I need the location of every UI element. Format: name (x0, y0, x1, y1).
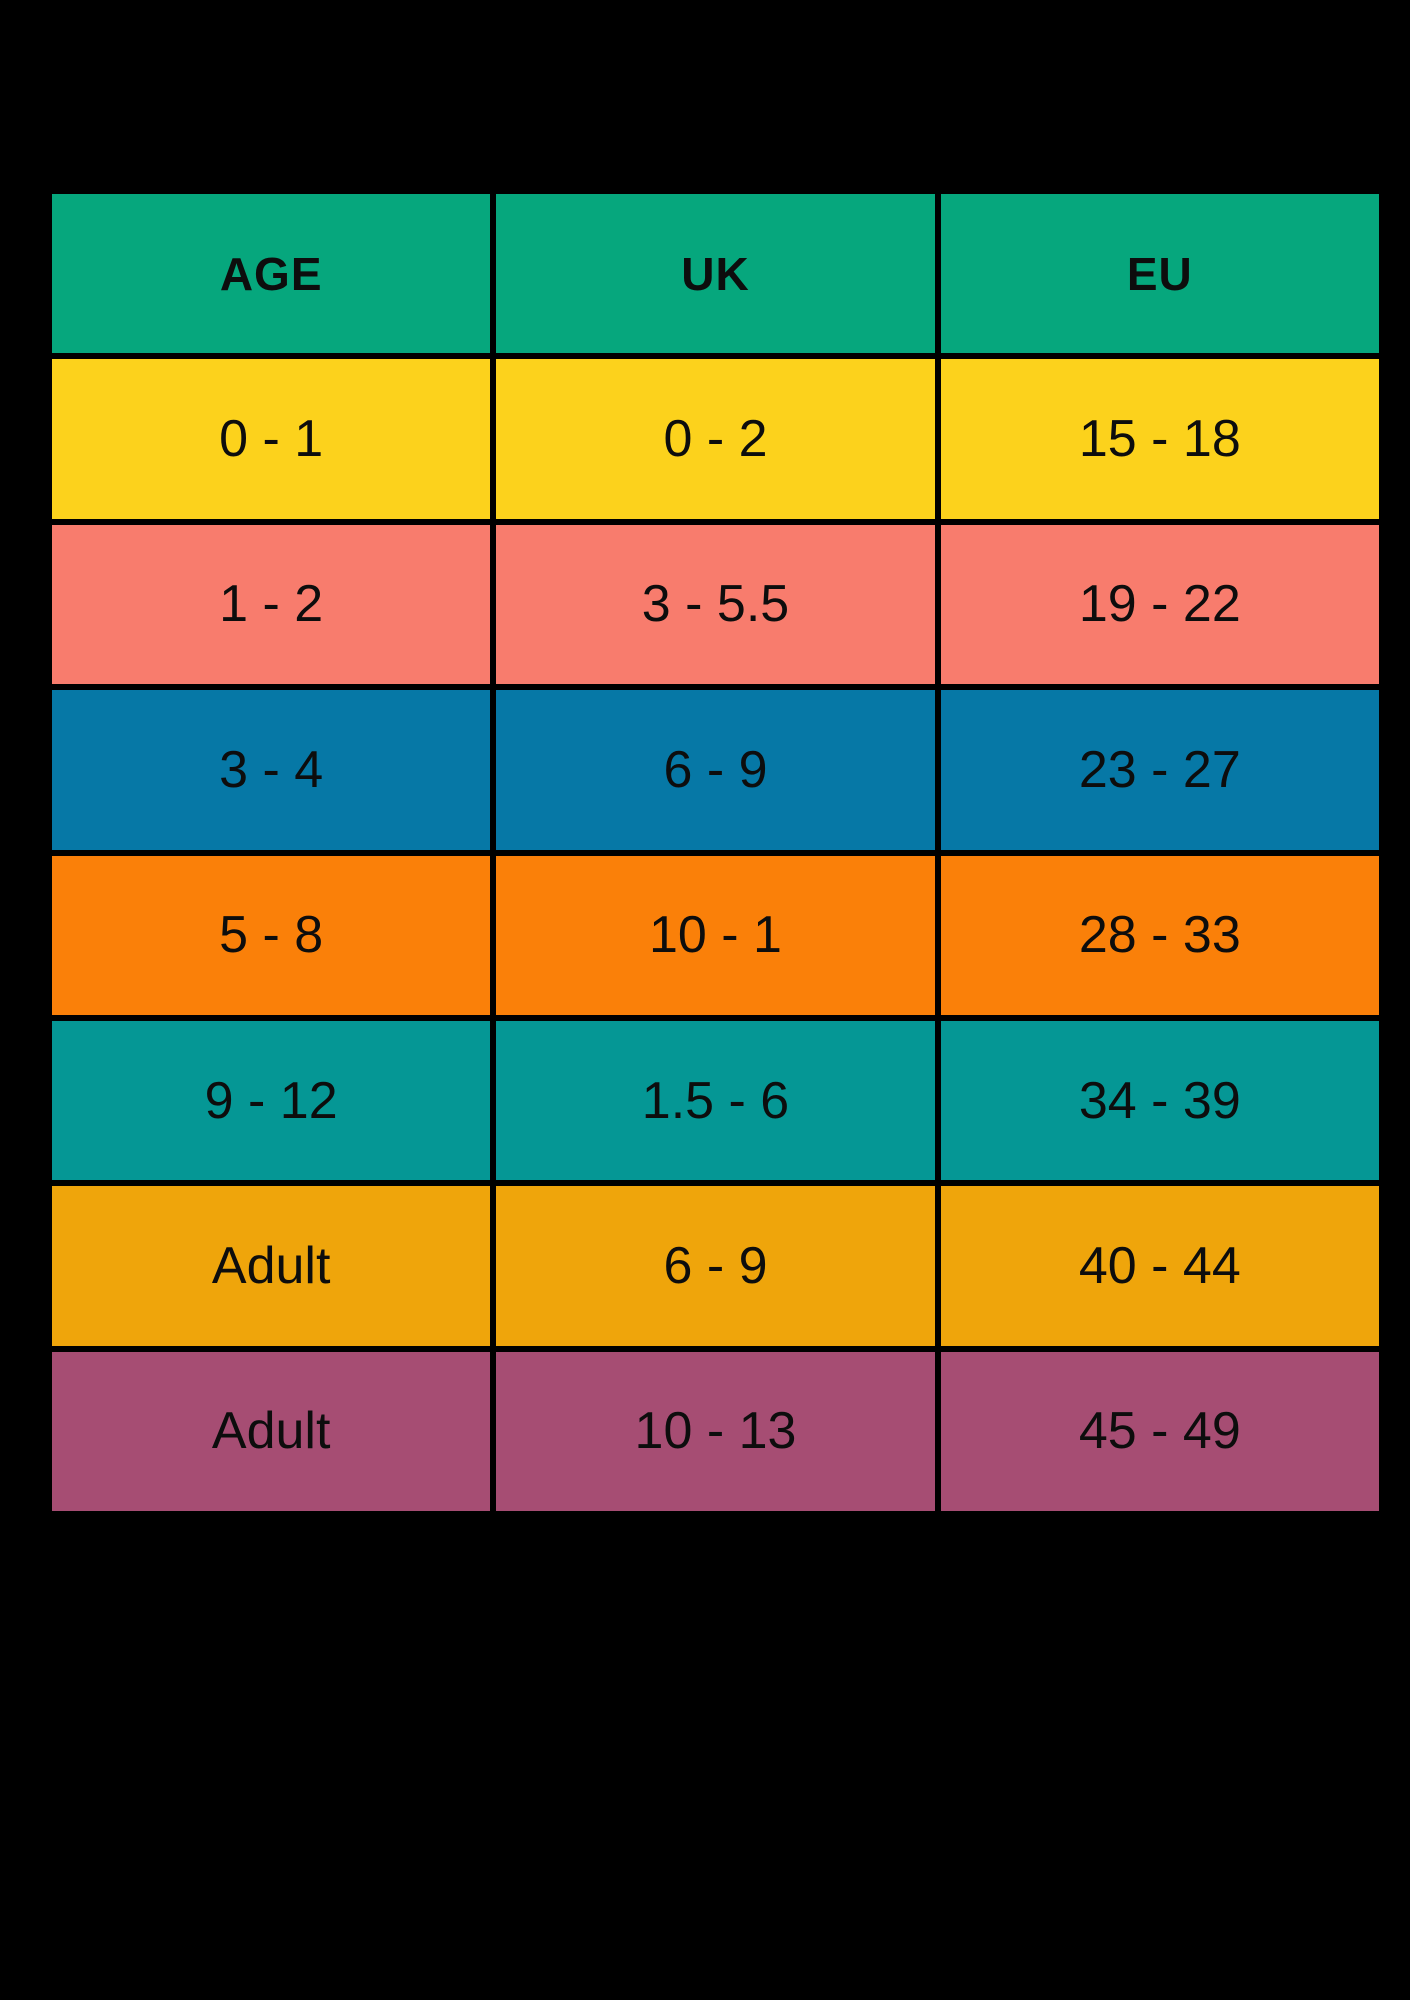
cell-eu-row4: 28 - 33 (940, 855, 1379, 1015)
cell-age-row1: 0 - 1 (52, 359, 491, 519)
cell-eu-row6: 40 - 44 (940, 1186, 1379, 1346)
header-cell-age: AGE (52, 194, 491, 354)
cell-uk-row6: 6 - 9 (496, 1186, 935, 1346)
cell-uk-row3: 6 - 9 (496, 690, 935, 850)
cell-age-row6: Adult (52, 1186, 491, 1346)
header-cell-uk: UK (496, 194, 935, 354)
cell-age-row3: 3 - 4 (52, 690, 491, 850)
cell-age-row7: Adult (52, 1351, 491, 1511)
cell-age-row2: 1 - 2 (52, 524, 491, 685)
cell-eu-row1: 15 - 18 (940, 359, 1379, 519)
cell-age-row4: 5 - 8 (52, 855, 491, 1015)
cell-eu-row7: 45 - 49 (940, 1351, 1379, 1511)
cell-age-row5: 9 - 12 (52, 1020, 491, 1181)
cell-uk-row5: 1.5 - 6 (496, 1020, 935, 1181)
header-cell-eu: EU (940, 194, 1379, 354)
cell-uk-row7: 10 - 13 (496, 1351, 935, 1511)
cell-eu-row2: 19 - 22 (940, 524, 1379, 685)
cell-uk-row2: 3 - 5.5 (496, 524, 935, 685)
cell-eu-row5: 34 - 39 (940, 1020, 1379, 1181)
cell-eu-row3: 23 - 27 (940, 690, 1379, 850)
cell-uk-row4: 10 - 1 (496, 855, 935, 1015)
size-conversion-table: AGE UK EU 0 - 1 0 - 2 15 - 18 1 - 2 3 - … (52, 194, 1379, 1511)
cell-uk-row1: 0 - 2 (496, 359, 935, 519)
